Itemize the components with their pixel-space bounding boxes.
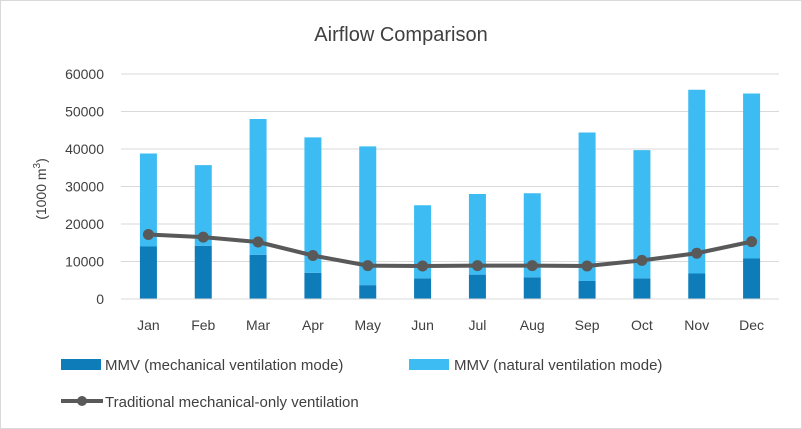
x-tick-label: Apr	[302, 317, 324, 333]
line-point-traditional	[746, 236, 758, 248]
bar-mechanical	[468, 274, 486, 299]
legend-swatch-natural	[409, 359, 449, 370]
y-axis-label: (1000 m3)	[32, 158, 49, 220]
legend-label-traditional: Traditional mechanical-only ventilation	[105, 394, 359, 411]
x-tick-label: Feb	[191, 317, 215, 333]
y-tick-label: 0	[96, 291, 104, 307]
line-point-traditional	[417, 260, 429, 272]
line-point-traditional	[471, 260, 483, 272]
line-point-traditional	[636, 254, 648, 266]
bar-natural	[688, 89, 706, 274]
bar-mechanical	[139, 246, 157, 299]
gridlines	[121, 73, 779, 262]
bars	[139, 89, 761, 299]
line-point-traditional	[362, 260, 374, 272]
legend: MMV (mechanical ventilation mode) MMV (n…	[61, 357, 662, 411]
bar-natural	[743, 93, 761, 259]
bar-natural	[139, 153, 157, 247]
y-tick-label: 10000	[65, 254, 104, 270]
bar-mechanical	[249, 254, 267, 299]
x-tick-label: Jul	[468, 317, 486, 333]
bar-mechanical	[523, 277, 541, 299]
y-tick-label: 20000	[65, 216, 104, 232]
x-tick-label: Aug	[520, 317, 545, 333]
line-point-traditional	[142, 229, 154, 240]
legend-swatch-mechanical	[61, 359, 101, 370]
line-point-traditional	[197, 231, 209, 243]
bar-natural	[468, 194, 486, 275]
x-tick-label: Jun	[411, 317, 434, 333]
x-tick-label: Oct	[631, 317, 653, 333]
bar-natural	[194, 165, 212, 246]
bar-natural	[633, 150, 651, 279]
x-tick-label: Mar	[246, 317, 270, 333]
bar-mechanical	[743, 258, 761, 299]
x-tick-label: Dec	[739, 317, 764, 333]
y-axis-ticks: 0 10000 20000 30000 40000 50000 60000	[65, 66, 104, 307]
y-tick-label: 40000	[65, 141, 104, 157]
x-tick-label: Sep	[575, 317, 600, 333]
bar-mechanical	[688, 273, 706, 299]
y-tick-label: 50000	[65, 104, 104, 120]
line-point-traditional	[581, 260, 593, 272]
bar-natural	[523, 193, 541, 278]
line-point-traditional	[526, 260, 538, 272]
x-tick-label: Jan	[137, 317, 160, 333]
line-point-traditional	[691, 247, 703, 259]
bar-natural	[249, 119, 267, 255]
bar-mechanical	[359, 285, 377, 299]
legend-marker-traditional	[77, 396, 87, 406]
bar-mechanical	[578, 281, 596, 299]
bar-mechanical	[414, 278, 432, 299]
legend-label-natural: MMV (natural ventilation mode)	[454, 357, 662, 374]
bar-natural	[578, 132, 596, 281]
bar-natural	[304, 137, 322, 273]
y-tick-label: 60000	[65, 66, 104, 82]
line-point-traditional	[252, 236, 264, 248]
chart-title: Airflow Comparison	[314, 24, 487, 46]
line-point-traditional	[307, 250, 319, 261]
bar-natural	[359, 146, 377, 286]
bar-mechanical	[633, 278, 651, 299]
y-tick-label: 30000	[65, 179, 104, 195]
line-series	[142, 229, 758, 272]
bar-mechanical	[194, 245, 212, 299]
bar-natural	[414, 205, 432, 279]
line-traditional	[148, 232, 752, 268]
x-tick-label: May	[355, 317, 381, 333]
x-axis-ticks: Jan Feb Mar Apr May Jun Jul Aug Sep Oct Nov Dec	[137, 317, 764, 333]
bar-mechanical	[304, 272, 322, 299]
legend-label-mechanical: MMV (mechanical ventilation mode)	[105, 357, 343, 374]
x-tick-label: Nov	[684, 317, 709, 333]
